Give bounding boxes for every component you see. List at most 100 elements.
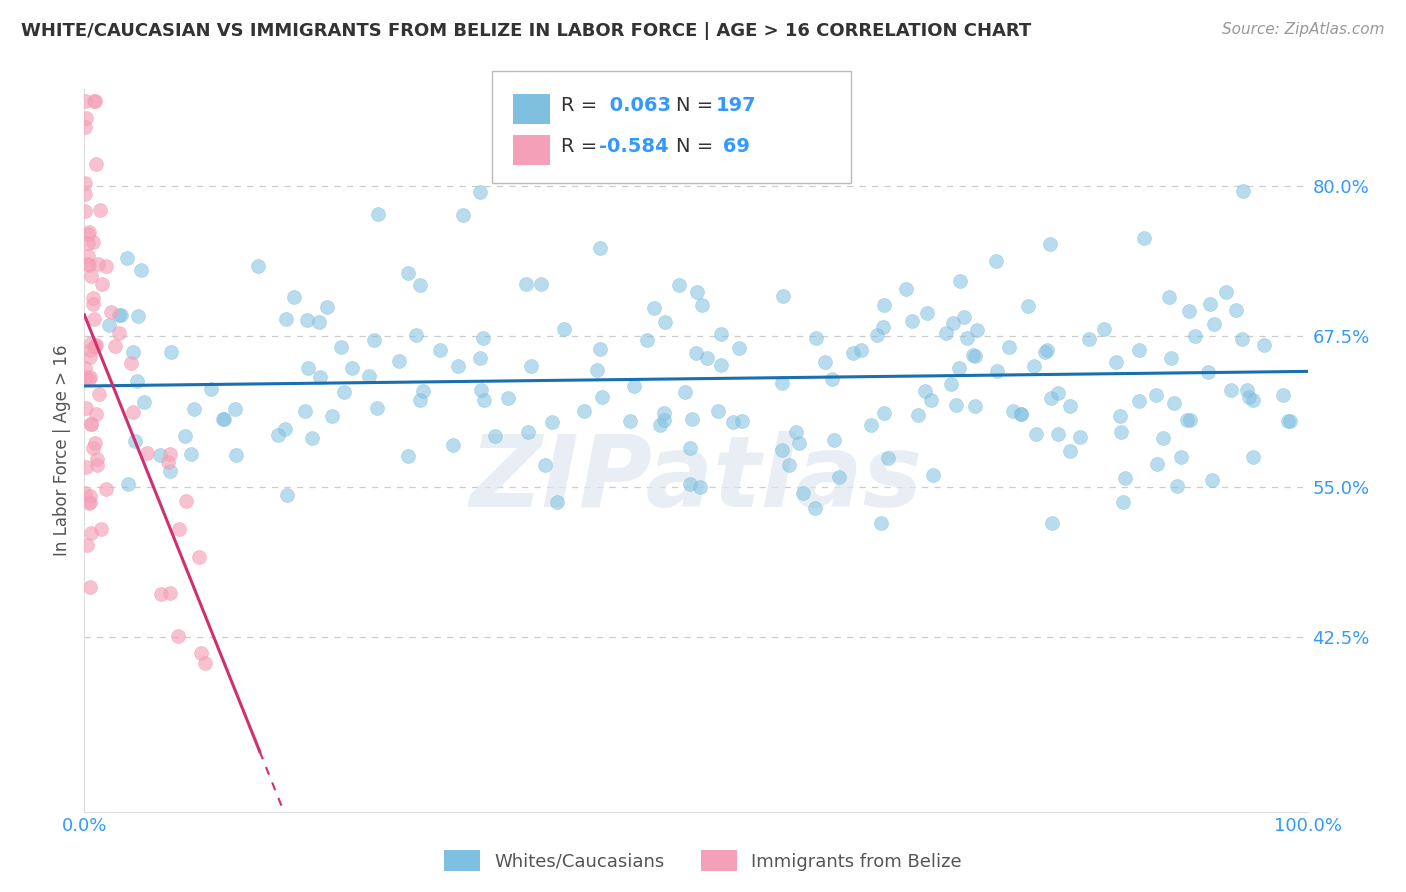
Point [692, 298, 714, 312]
Point [914, 384, 936, 398]
Point [120, 356, 142, 370]
Point [84, 407, 107, 421]
Point [79, 335, 101, 350]
Point [1128, 394, 1150, 409]
Point [77, 235, 100, 250]
Point [73, 120, 96, 135]
Point [308, 315, 330, 329]
Point [166, 629, 188, 643]
Point [136, 446, 159, 460]
Point [127, 309, 149, 323]
Point [533, 458, 555, 472]
Point [441, 438, 464, 452]
Point [1157, 290, 1180, 304]
Point [668, 278, 690, 293]
Point [86, 256, 108, 270]
Point [1278, 414, 1301, 428]
Point [75, 401, 97, 415]
Point [194, 656, 217, 670]
Point [125, 374, 148, 388]
Point [73, 485, 96, 500]
Point [108, 326, 131, 341]
Point [283, 290, 305, 304]
Point [907, 408, 929, 422]
Point [91, 277, 114, 291]
Point [1040, 516, 1063, 530]
Point [1069, 430, 1091, 444]
Point [79, 489, 101, 503]
Point [294, 404, 316, 418]
Point [174, 429, 197, 443]
Point [77, 258, 100, 272]
Point [1105, 355, 1128, 369]
Text: N =: N = [676, 136, 720, 156]
Point [1152, 431, 1174, 445]
Point [76, 227, 98, 241]
Point [83, 312, 105, 326]
Point [472, 331, 495, 345]
Point [792, 486, 814, 500]
Point [276, 488, 298, 502]
Point [730, 414, 752, 428]
Point [79, 350, 101, 364]
Point [804, 500, 827, 515]
Text: R =: R = [561, 95, 603, 115]
Point [367, 207, 389, 221]
Point [134, 395, 156, 409]
Point [357, 368, 380, 383]
Point [79, 343, 101, 358]
Point [451, 208, 474, 222]
Point [652, 406, 675, 420]
Point [673, 384, 696, 399]
Point [949, 274, 972, 288]
Point [73, 204, 96, 219]
Point [515, 277, 537, 292]
Text: ZIPatlas: ZIPatlas [470, 431, 922, 528]
Point [654, 315, 676, 329]
Point [1022, 359, 1045, 374]
Point [472, 392, 495, 407]
Point [80, 417, 103, 431]
Point [948, 361, 970, 376]
Point [706, 404, 728, 418]
Point [84, 337, 107, 351]
Point [821, 372, 844, 386]
Point [80, 417, 103, 431]
Point [1144, 388, 1167, 402]
Point [1059, 444, 1081, 458]
Point [939, 377, 962, 392]
Point [619, 415, 641, 429]
Point [866, 327, 889, 342]
Point [187, 549, 209, 564]
Point [100, 305, 122, 319]
Point [623, 379, 645, 393]
Point [183, 402, 205, 417]
Point [681, 412, 703, 426]
Point [650, 418, 672, 433]
Point [920, 393, 942, 408]
Point [1038, 237, 1060, 252]
Point [685, 346, 707, 360]
Point [1215, 285, 1237, 300]
Point [823, 434, 845, 448]
Point [225, 449, 247, 463]
Point [1204, 317, 1226, 331]
Point [517, 425, 540, 439]
Point [1047, 427, 1070, 442]
Point [80, 268, 103, 283]
Point [787, 435, 810, 450]
Point [82, 291, 104, 305]
Point [190, 646, 212, 660]
Point [316, 300, 339, 314]
Legend: Whites/Caucasians, Immigrants from Belize: Whites/Caucasians, Immigrants from Beliz… [437, 843, 969, 879]
Point [1239, 390, 1261, 404]
Point [1241, 450, 1264, 464]
Point [915, 306, 938, 320]
Point [75, 460, 97, 475]
Point [409, 393, 432, 408]
Point [1170, 450, 1192, 465]
Text: 69: 69 [716, 136, 749, 156]
Point [159, 464, 181, 478]
Point [83, 340, 105, 354]
Point [541, 415, 564, 429]
